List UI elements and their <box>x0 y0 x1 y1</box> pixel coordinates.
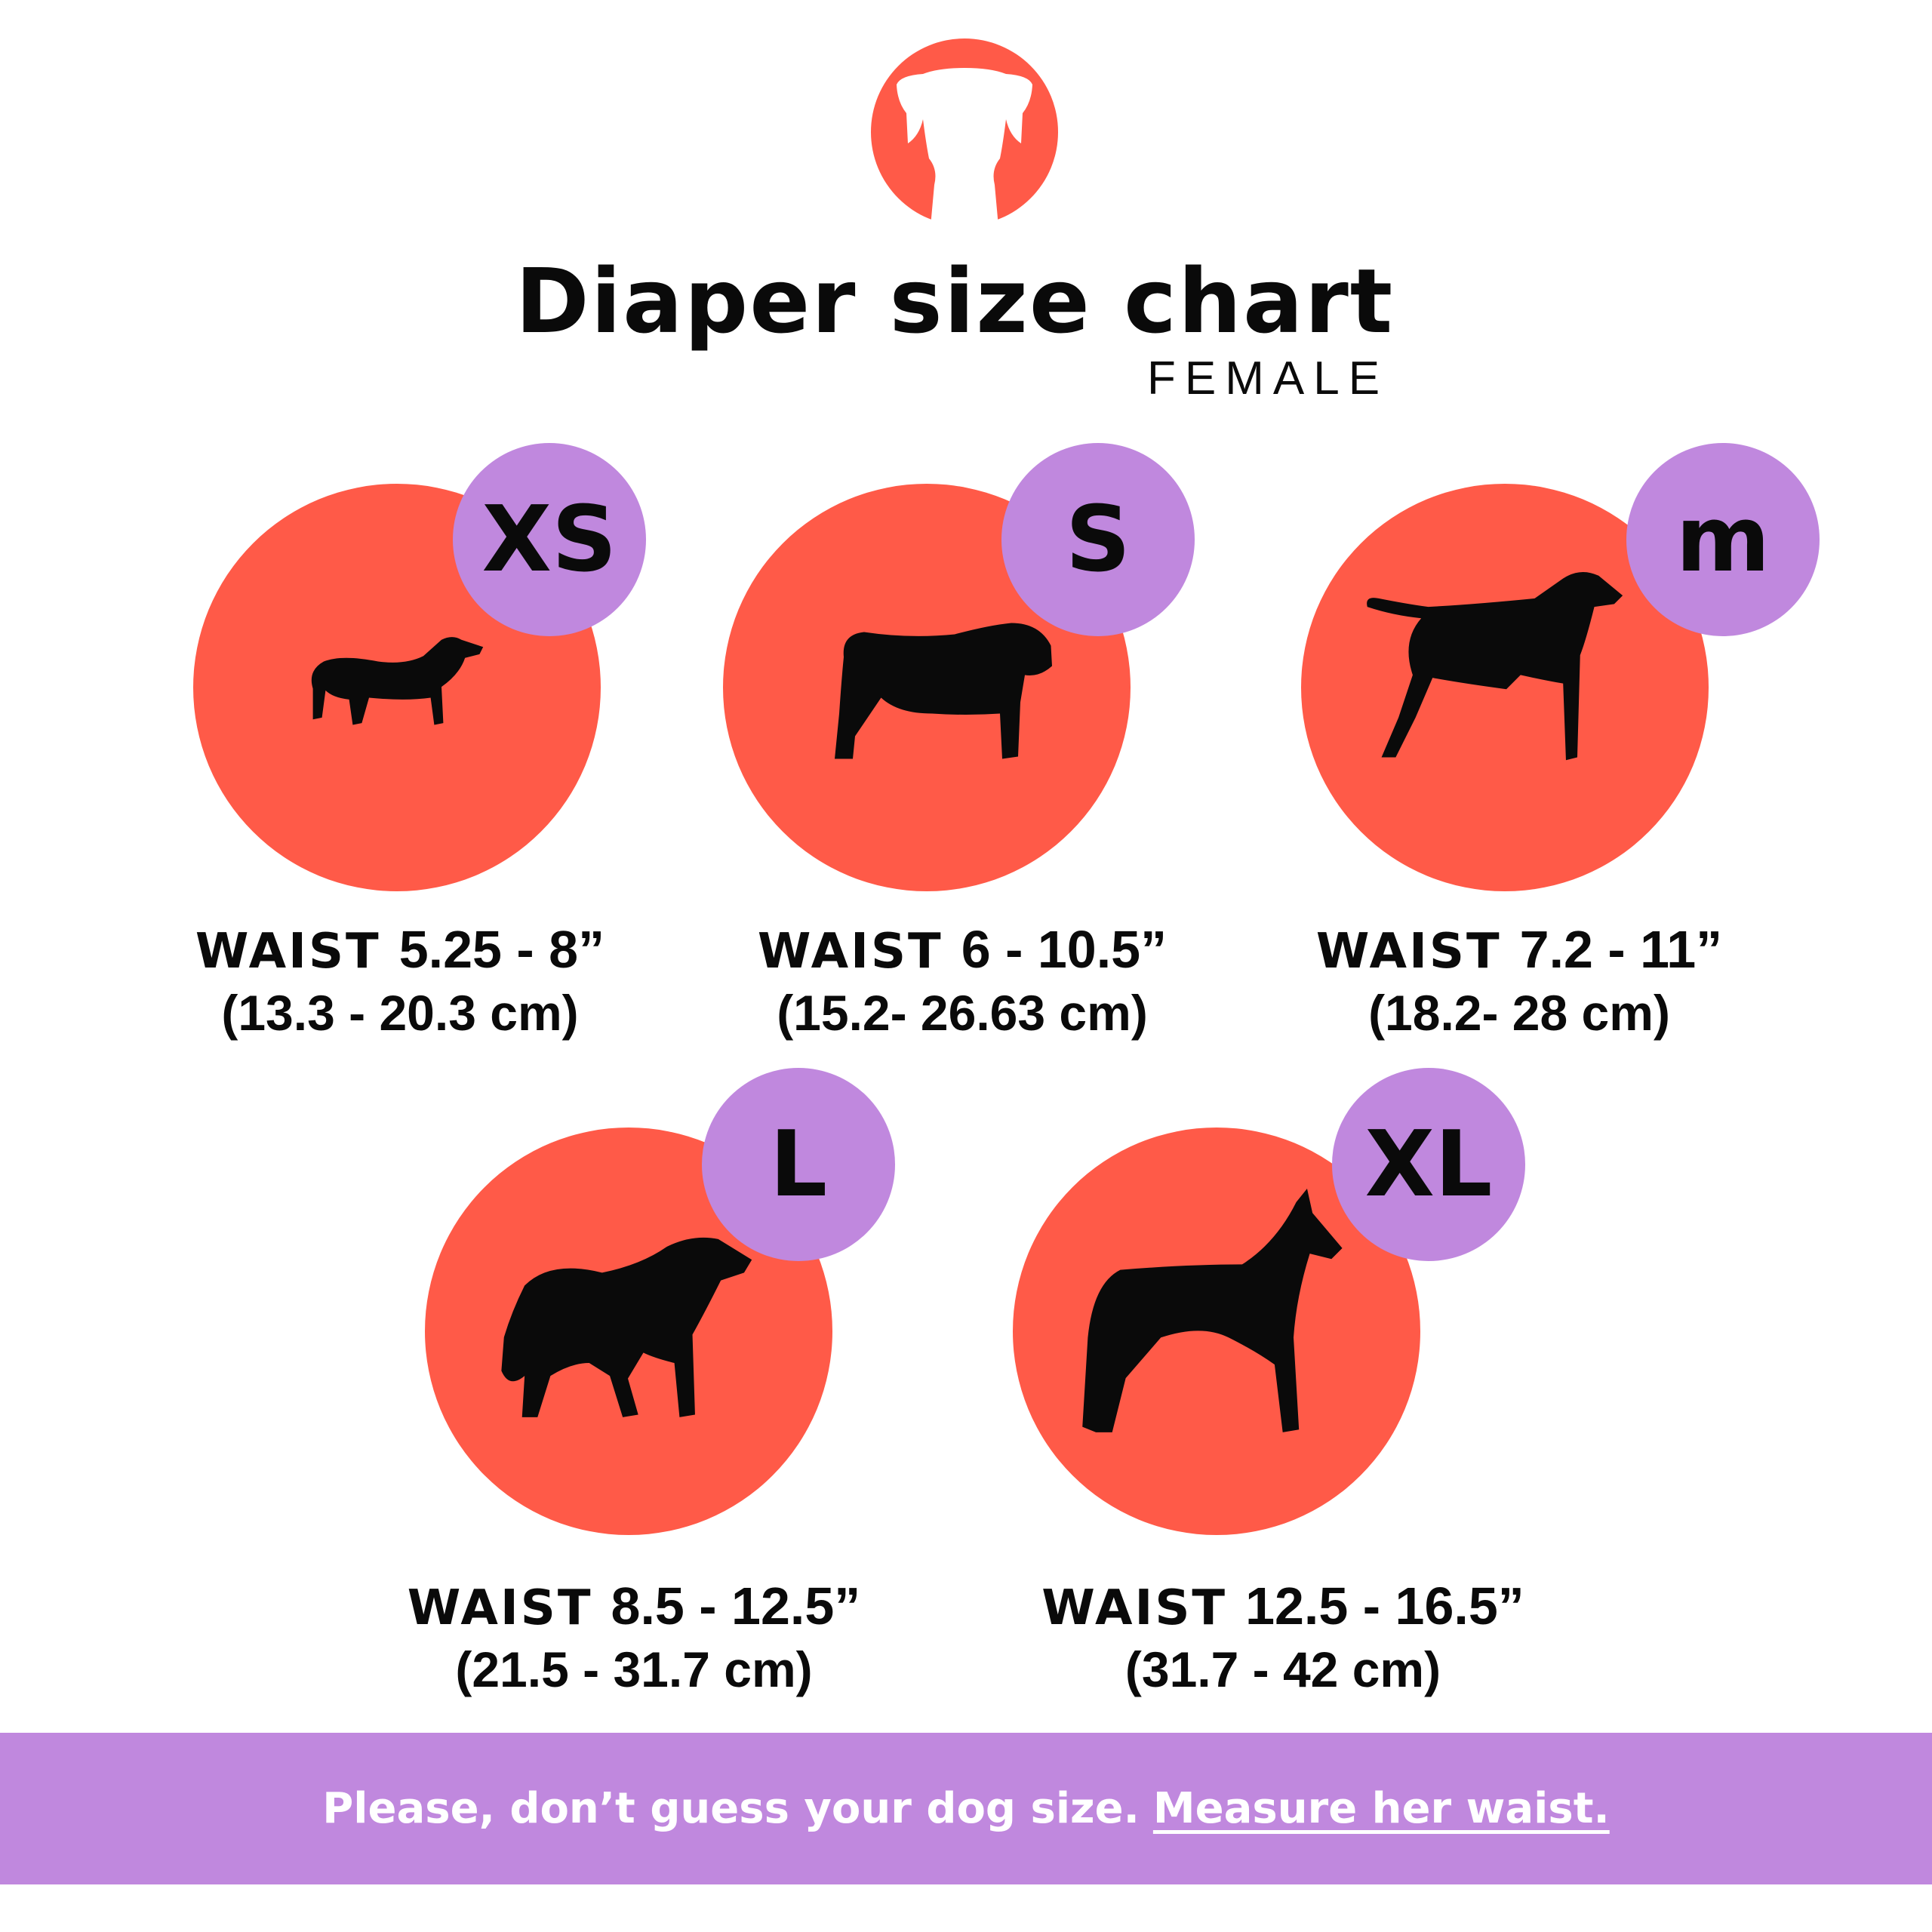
waist-inches: 7.2 - 11” <box>1519 920 1723 979</box>
banner-text: Please, don’t guess your dog size. <box>322 1784 1140 1833</box>
waist-cm: (18.2- 28 cm) <box>1368 985 1670 1041</box>
dog-head-logo-icon <box>871 38 1058 226</box>
great-dane-icon <box>1082 1189 1343 1432</box>
waist-cm: (21.5 - 31.7 cm) <box>455 1641 813 1697</box>
waist-cm: (15.2- 26.63 cm) <box>777 985 1148 1041</box>
waist-label: WAIST <box>1041 1580 1228 1636</box>
rottweiler-icon <box>501 1237 752 1417</box>
size-badge-s: S <box>1001 443 1195 636</box>
size-badge-xs: XS <box>453 443 646 636</box>
page-subtitle: FEMALE <box>1147 352 1389 405</box>
labrador-icon <box>1367 571 1623 761</box>
waist-label: WAIST <box>407 1580 593 1636</box>
size-l-measurements: WAIST 8.5 - 12.5” (21.5 - 31.7 cm) <box>332 1576 936 1698</box>
measure-waist-link[interactable]: Measure her waist. <box>1152 1784 1610 1833</box>
waist-inches: 5.25 - 8” <box>398 920 605 979</box>
size-s-measurements: WAIST 6 - 10.5” (15.2- 26.63 cm) <box>660 919 1264 1041</box>
size-xs-measurements: WAIST 5.25 - 8” (13.3 - 20.3 cm) <box>98 919 702 1041</box>
waist-inches: 6 - 10.5” <box>961 920 1168 979</box>
waist-label: WAIST <box>757 924 943 980</box>
size-badge-l: L <box>702 1068 895 1261</box>
waist-label: WAIST <box>1315 924 1502 980</box>
size-xl-measurements: WAIST 12.5 - 16.5” (31.7 - 42 cm) <box>981 1576 1585 1698</box>
waist-inches: 8.5 - 12.5” <box>611 1577 861 1635</box>
size-badge-xl: XL <box>1332 1068 1525 1261</box>
dachshund-icon <box>311 637 484 725</box>
size-m-measurements: WAIST 7.2 - 11” (18.2- 28 cm) <box>1217 919 1821 1041</box>
waist-cm: (31.7 - 42 cm) <box>1124 1641 1441 1697</box>
page-title: Diaper size chart <box>515 249 1395 353</box>
bulldog-icon <box>835 623 1052 759</box>
waist-inches: 12.5 - 16.5” <box>1245 1577 1524 1635</box>
waist-cm: (13.3 - 20.3 cm) <box>221 985 579 1041</box>
footer-banner: Please, don’t guess your dog size. Measu… <box>0 1733 1932 1884</box>
size-badge-m: m <box>1626 443 1820 636</box>
waist-label: WAIST <box>195 924 381 980</box>
